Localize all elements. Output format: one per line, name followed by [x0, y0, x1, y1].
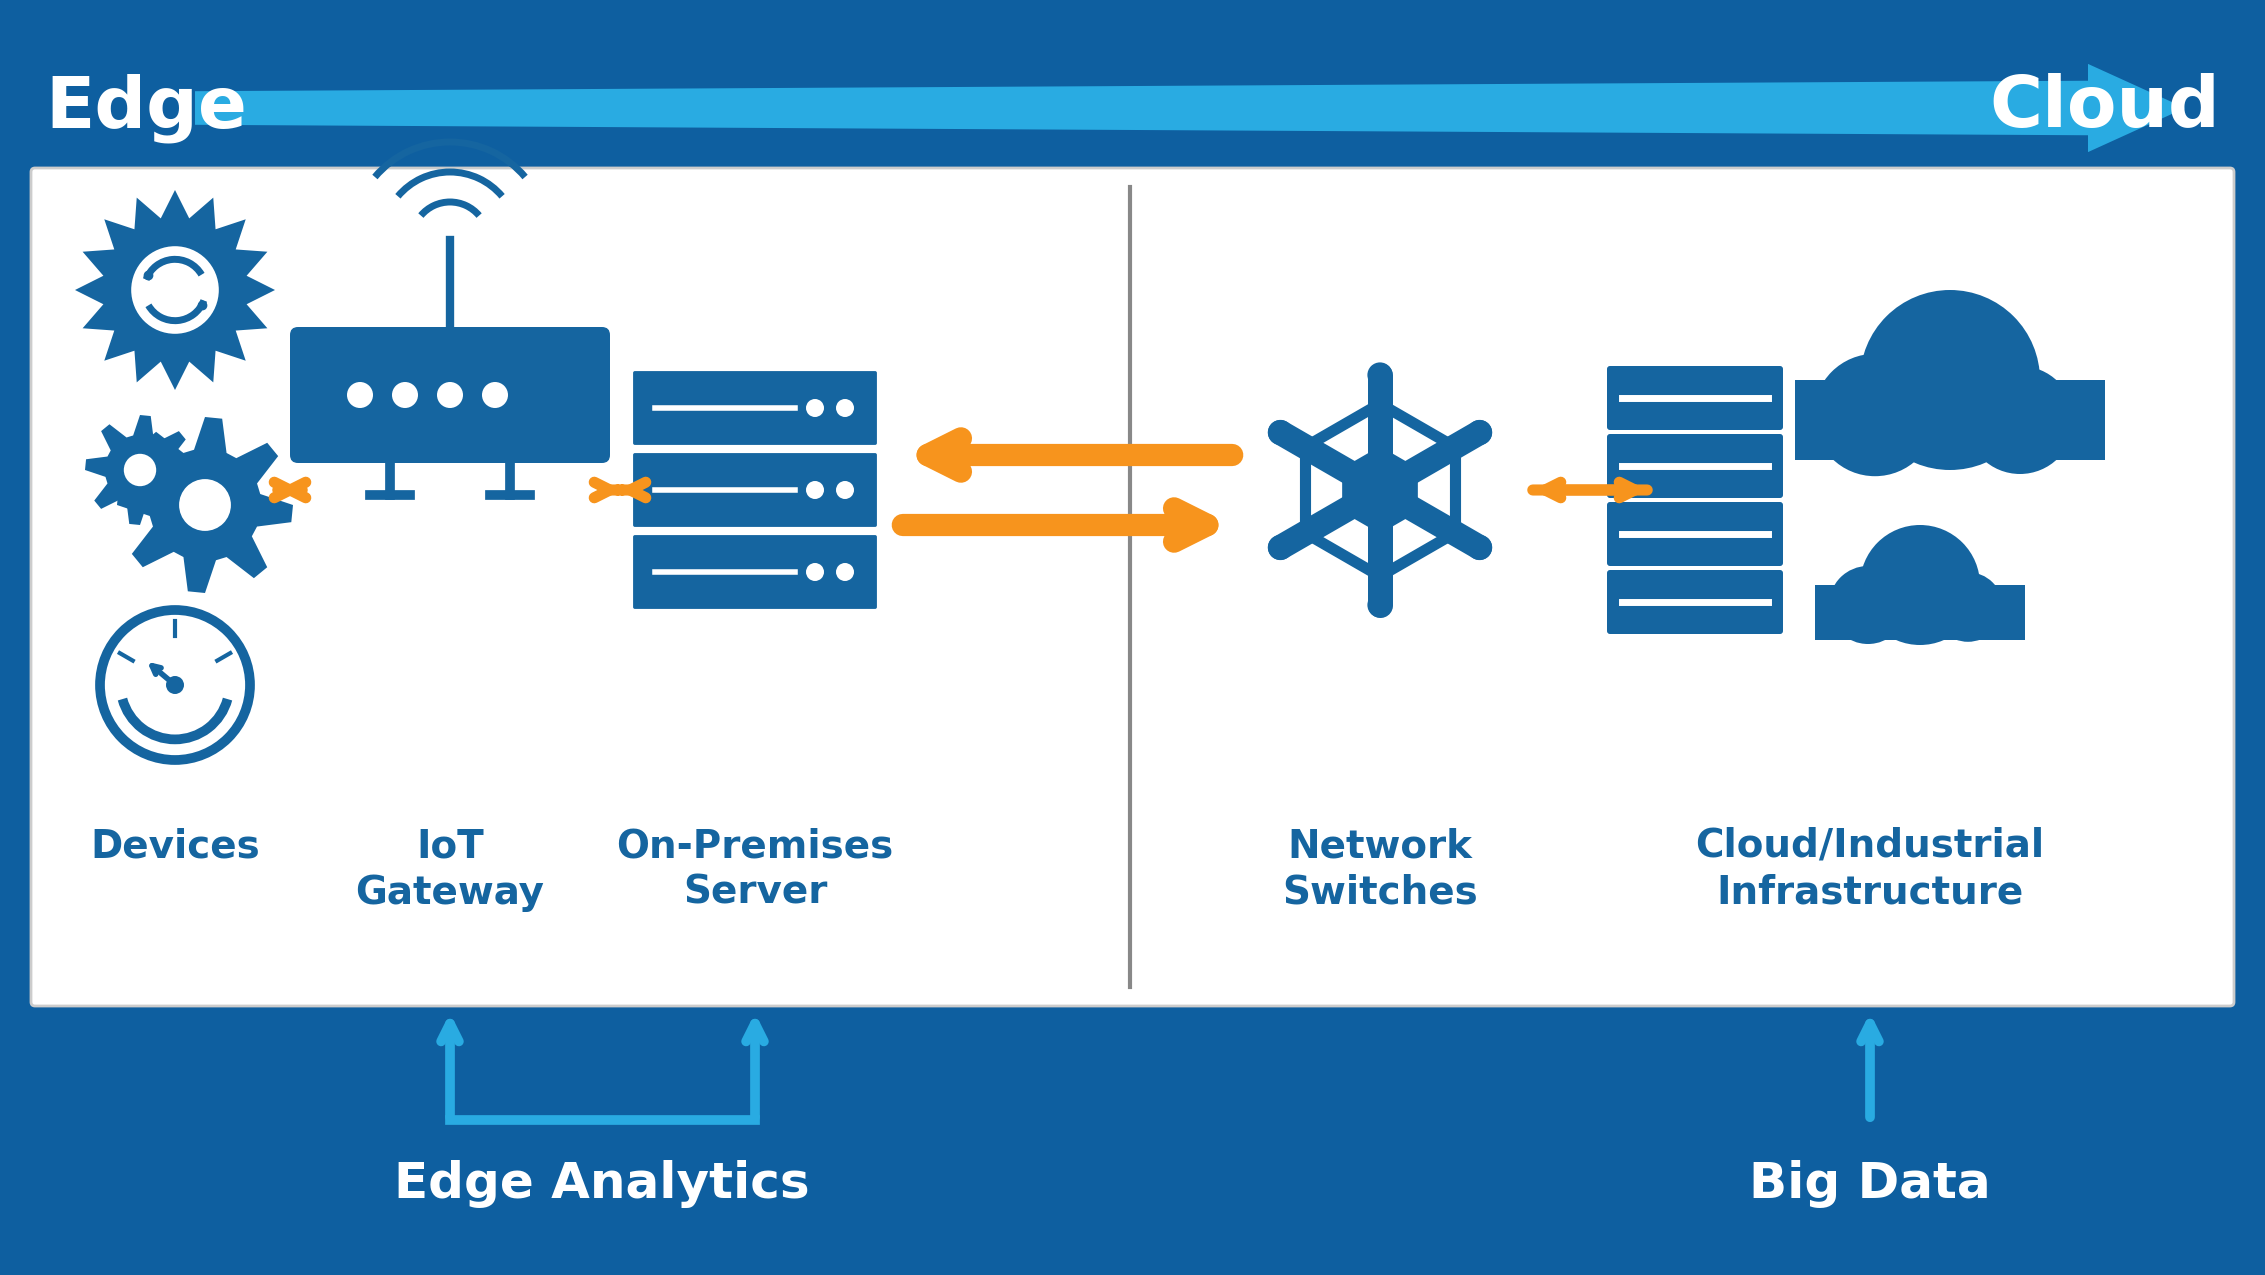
Text: Cloud: Cloud	[1989, 74, 2220, 143]
Circle shape	[100, 609, 249, 760]
Circle shape	[437, 382, 462, 408]
Text: Big Data: Big Data	[1749, 1160, 1991, 1207]
Circle shape	[806, 564, 824, 581]
FancyBboxPatch shape	[32, 168, 2233, 1006]
Polygon shape	[195, 80, 2095, 135]
Circle shape	[482, 382, 507, 408]
Polygon shape	[75, 190, 274, 390]
Text: Edge: Edge	[45, 73, 247, 143]
Circle shape	[392, 382, 419, 408]
Polygon shape	[86, 414, 195, 525]
Circle shape	[165, 676, 183, 694]
FancyBboxPatch shape	[290, 326, 609, 463]
Circle shape	[1368, 593, 1393, 617]
Circle shape	[806, 481, 824, 499]
FancyBboxPatch shape	[1794, 380, 2104, 460]
Text: On-Premises
Server: On-Premises Server	[616, 827, 895, 912]
Text: Network
Switches: Network Switches	[1282, 827, 1477, 912]
Circle shape	[1860, 289, 2041, 470]
Circle shape	[131, 246, 220, 334]
FancyBboxPatch shape	[632, 451, 879, 529]
Text: Devices: Devices	[91, 827, 260, 864]
Circle shape	[806, 399, 824, 417]
Circle shape	[1468, 536, 1493, 560]
Polygon shape	[1343, 446, 1418, 534]
Circle shape	[347, 382, 374, 408]
FancyBboxPatch shape	[1814, 585, 2025, 640]
FancyBboxPatch shape	[632, 368, 879, 448]
FancyBboxPatch shape	[1606, 502, 1783, 566]
FancyBboxPatch shape	[1606, 434, 1783, 499]
Circle shape	[1830, 566, 1907, 644]
Text: Edge Analytics: Edge Analytics	[394, 1160, 811, 1207]
FancyBboxPatch shape	[632, 533, 879, 611]
Text: IoT
Gateway: IoT Gateway	[356, 827, 544, 912]
Polygon shape	[2088, 64, 2186, 152]
Circle shape	[836, 564, 854, 581]
Circle shape	[836, 481, 854, 499]
Circle shape	[1268, 419, 1293, 445]
Circle shape	[179, 479, 231, 530]
Polygon shape	[118, 417, 292, 593]
FancyBboxPatch shape	[1606, 366, 1783, 430]
Circle shape	[1468, 419, 1493, 445]
Circle shape	[1860, 525, 1980, 645]
Circle shape	[111, 226, 240, 354]
Circle shape	[1966, 366, 2075, 474]
Circle shape	[1934, 572, 2002, 641]
FancyBboxPatch shape	[1606, 570, 1783, 634]
Text: Cloud/Industrial
Infrastructure: Cloud/Industrial Infrastructure	[1696, 827, 2045, 912]
Circle shape	[125, 454, 156, 486]
Circle shape	[1814, 353, 1937, 476]
Circle shape	[1368, 362, 1393, 388]
Circle shape	[1268, 536, 1293, 560]
Circle shape	[836, 399, 854, 417]
